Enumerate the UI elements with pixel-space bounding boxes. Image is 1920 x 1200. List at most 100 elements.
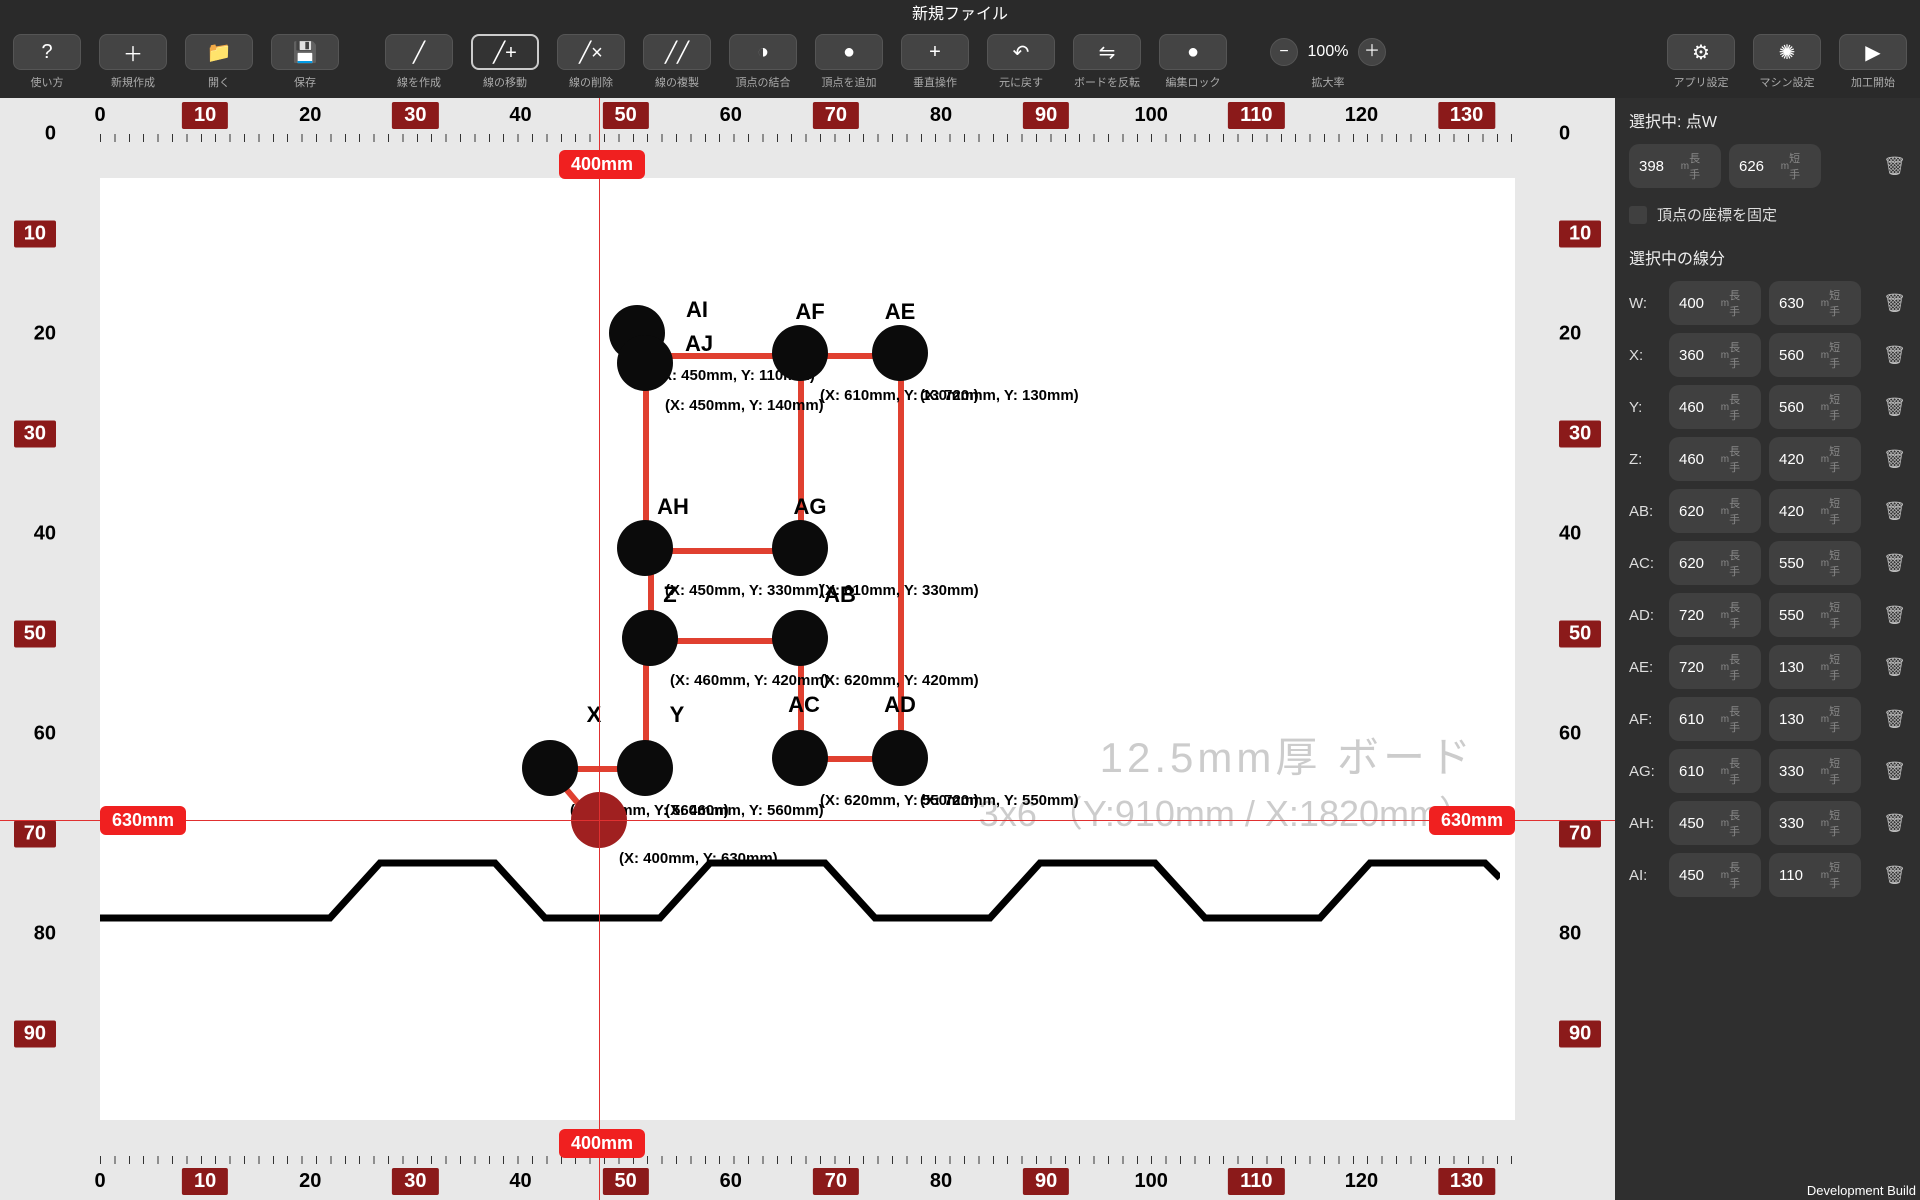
- segment-row-X: X: 360m長手 560m短手 🗑: [1629, 333, 1906, 377]
- seg-AH-a[interactable]: 450m長手: [1669, 801, 1761, 845]
- toolbar: ?使い方＋新規作成📁開く💾保存 ╱線を作成╱+線の移動╱×線の削除╱╱線の複製◑…: [0, 30, 1920, 98]
- segment-row-AI: AI: 450m長手 110m短手 🗑: [1629, 853, 1906, 897]
- delete-seg-AB[interactable]: 🗑: [1883, 501, 1906, 522]
- node-AD[interactable]: [872, 730, 928, 786]
- segment-row-AG: AG: 610m長手 330m短手 🗑: [1629, 749, 1906, 793]
- ボードを反転-button[interactable]: ⇋ボードを反転: [1068, 34, 1146, 90]
- seg-AG-a[interactable]: 610m長手: [1669, 749, 1761, 793]
- segment-row-W: W: 400m長手 630m短手 🗑: [1629, 281, 1906, 325]
- delete-seg-AE[interactable]: 🗑: [1883, 657, 1906, 678]
- seg-Y-b[interactable]: 560m短手: [1769, 385, 1861, 429]
- zoom-control: − 100% ＋ 拡大率: [1268, 34, 1388, 90]
- delete-seg-AC[interactable]: 🗑: [1883, 553, 1906, 574]
- 線の移動-button[interactable]: ╱+線の移動: [466, 34, 544, 90]
- delete-seg-AH[interactable]: 🗑: [1883, 813, 1906, 834]
- node-Y[interactable]: [617, 740, 673, 796]
- delete-seg-AI[interactable]: 🗑: [1883, 865, 1906, 886]
- ruler-bottom: 0102030405060708090100110120130: [100, 1164, 1515, 1200]
- seg-AE-b[interactable]: 130m短手: [1769, 645, 1861, 689]
- cursor-guide-v: [599, 98, 600, 1200]
- board[interactable]: 12.5mm厚 ボード 3x6 （Y:910mm / X:1820mm） AI(…: [100, 178, 1515, 1120]
- delete-seg-X[interactable]: 🗑: [1883, 345, 1906, 366]
- window-title: 新規ファイル: [0, 0, 1920, 30]
- seg-Y-a[interactable]: 460m長手: [1669, 385, 1761, 429]
- seg-AE-a[interactable]: 720m長手: [1669, 645, 1761, 689]
- 元に戻す-button[interactable]: ↶元に戻す: [982, 34, 1060, 90]
- segment-row-AH: AH: 450m長手 330m短手 🗑: [1629, 801, 1906, 845]
- 線を作成-button[interactable]: ╱線を作成: [380, 34, 458, 90]
- node-Z[interactable]: [622, 610, 678, 666]
- seg-W-a[interactable]: 400m長手: [1669, 281, 1761, 325]
- seg-W-b[interactable]: 630m短手: [1769, 281, 1861, 325]
- マシン設定-button[interactable]: ✺マシン設定: [1748, 34, 1826, 90]
- 頂点を追加-button[interactable]: ●頂点を追加: [810, 34, 888, 90]
- cursor-guide-h: [0, 820, 1615, 821]
- seg-AD-a[interactable]: 720m長手: [1669, 593, 1761, 637]
- seg-AB-b[interactable]: 420m短手: [1769, 489, 1861, 533]
- delete-point-button[interactable]: 🗑: [1883, 156, 1906, 177]
- point-y-field[interactable]: 626m短手: [1729, 144, 1821, 188]
- delete-seg-AF[interactable]: 🗑: [1883, 709, 1906, 730]
- zoom-out-button[interactable]: −: [1270, 38, 1298, 66]
- 加工開始-button[interactable]: ▶加工開始: [1834, 34, 1912, 90]
- seg-AI-b[interactable]: 110m短手: [1769, 853, 1861, 897]
- dev-build-label: Development Build: [1807, 1183, 1916, 1198]
- node-X[interactable]: [522, 740, 578, 796]
- 編集ロック-button[interactable]: ●編集ロック: [1154, 34, 1232, 90]
- lock-coords-checkbox[interactable]: [1629, 206, 1647, 224]
- delete-seg-Y[interactable]: 🗑: [1883, 397, 1906, 418]
- seg-Z-a[interactable]: 460m長手: [1669, 437, 1761, 481]
- node-AJ[interactable]: [617, 335, 673, 391]
- segment-row-AD: AD: 720m長手 550m短手 🗑: [1629, 593, 1906, 637]
- delete-seg-W[interactable]: 🗑: [1883, 293, 1906, 314]
- delete-seg-Z[interactable]: 🗑: [1883, 449, 1906, 470]
- ruler-right: 0102030405060708090: [1553, 134, 1605, 1164]
- segment-row-Z: Z: 460m長手 420m短手 🗑: [1629, 437, 1906, 481]
- seg-X-b[interactable]: 560m短手: [1769, 333, 1861, 377]
- ruler-left: 0102030405060708090: [10, 134, 62, 1164]
- lock-coords-label: 頂点の座標を固定: [1657, 204, 1777, 225]
- delete-seg-AG[interactable]: 🗑: [1883, 761, 1906, 782]
- zoom-in-button[interactable]: ＋: [1358, 38, 1386, 66]
- seg-AB-a[interactable]: 620m長手: [1669, 489, 1761, 533]
- seg-AH-b[interactable]: 330m短手: [1769, 801, 1861, 845]
- 使い方-button[interactable]: ?使い方: [8, 34, 86, 90]
- node-AH[interactable]: [617, 520, 673, 576]
- canvas[interactable]: 0102030405060708090100110120130 01020304…: [0, 98, 1615, 1200]
- selection-title: 選択中: 点W: [1629, 108, 1906, 132]
- seg-AC-b[interactable]: 550m短手: [1769, 541, 1861, 585]
- 垂直操作-button[interactable]: +垂直操作: [896, 34, 974, 90]
- cursor-x-badge-top: 400mm: [559, 150, 645, 179]
- seg-AF-b[interactable]: 130m短手: [1769, 697, 1861, 741]
- 新規作成-button[interactable]: ＋新規作成: [94, 34, 172, 90]
- cursor-y-badge-left: 630mm: [100, 806, 186, 835]
- 保存-button[interactable]: 💾保存: [266, 34, 344, 90]
- segment-row-AF: AF: 610m長手 130m短手 🗑: [1629, 697, 1906, 741]
- seg-Z-b[interactable]: 420m短手: [1769, 437, 1861, 481]
- cursor-y-badge-right: 630mm: [1429, 806, 1515, 835]
- node-AC[interactable]: [772, 730, 828, 786]
- zoom-value: 100%: [1298, 43, 1358, 61]
- seg-X-a[interactable]: 360m長手: [1669, 333, 1761, 377]
- アプリ設定-button[interactable]: ⚙アプリ設定: [1662, 34, 1740, 90]
- ruler-top: 0102030405060708090100110120130: [100, 98, 1515, 134]
- seg-AD-b[interactable]: 550m短手: [1769, 593, 1861, 637]
- node-AE[interactable]: [872, 325, 928, 381]
- node-AB[interactable]: [772, 610, 828, 666]
- seg-AI-a[interactable]: 450m長手: [1669, 853, 1761, 897]
- seg-AC-a[interactable]: 620m長手: [1669, 541, 1761, 585]
- point-x-field[interactable]: 398m長手: [1629, 144, 1721, 188]
- seg-AF-a[interactable]: 610m長手: [1669, 697, 1761, 741]
- segment-row-AE: AE: 720m長手 130m短手 🗑: [1629, 645, 1906, 689]
- 頂点の結合-button[interactable]: ◑頂点の結合: [724, 34, 802, 90]
- seg-AG-b[interactable]: 330m短手: [1769, 749, 1861, 793]
- segments-title: 選択中の線分: [1629, 245, 1906, 269]
- cursor-x-badge-bottom: 400mm: [559, 1129, 645, 1158]
- 開く-button[interactable]: 📁開く: [180, 34, 258, 90]
- 線の削除-button[interactable]: ╱×線の削除: [552, 34, 630, 90]
- node-AG[interactable]: [772, 520, 828, 576]
- node-AF[interactable]: [772, 325, 828, 381]
- delete-seg-AD[interactable]: 🗑: [1883, 605, 1906, 626]
- 線の複製-button[interactable]: ╱╱線の複製: [638, 34, 716, 90]
- board-profile: [100, 858, 1500, 938]
